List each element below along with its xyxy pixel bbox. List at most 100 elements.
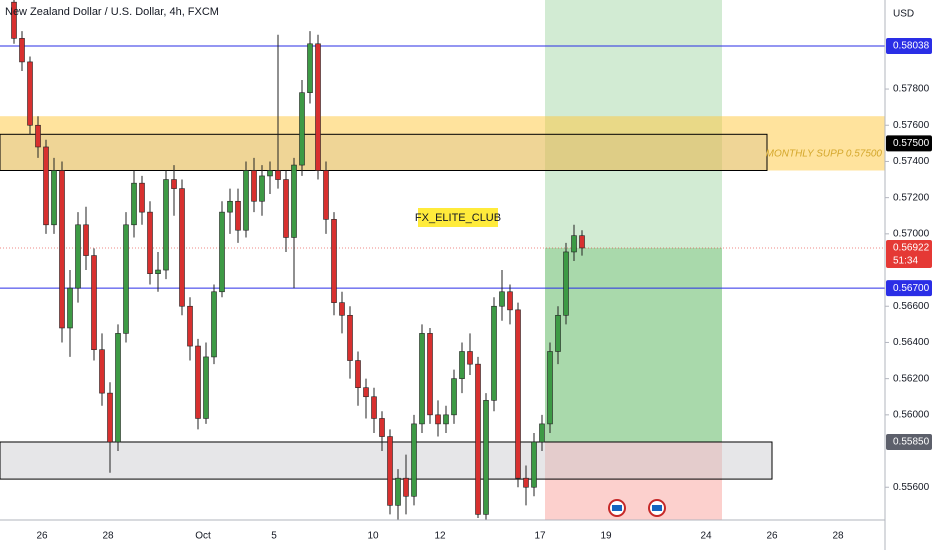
candle-body [243, 170, 249, 231]
candle-body [355, 360, 361, 388]
candle-body [131, 182, 137, 226]
level-label: 0.57500 [893, 138, 930, 149]
candle-body [259, 175, 265, 202]
y-tick-label: 0.57600 [893, 120, 930, 131]
candle-body [235, 200, 241, 231]
candle-body [91, 255, 97, 350]
candle-body [419, 333, 425, 425]
x-tick-label: 28 [102, 531, 114, 542]
x-tick-label: 26 [36, 531, 48, 542]
event-icons [608, 499, 666, 517]
candle-body [459, 351, 465, 379]
candle-body [11, 1, 17, 39]
y-tick-label: 0.56600 [893, 301, 930, 312]
candle-body [331, 219, 337, 303]
countdown: 51:34 [893, 256, 918, 267]
y-tick-label: 0.56200 [893, 373, 930, 384]
x-tick-label: 5 [271, 531, 277, 542]
candle-body [267, 170, 273, 177]
candle-body [43, 146, 49, 226]
candle-body [59, 170, 65, 329]
candle-body [147, 211, 153, 274]
candle-body [547, 351, 553, 425]
level-label-bg [886, 280, 932, 297]
candle-body [363, 387, 369, 398]
candle-body [491, 305, 497, 401]
candle-body [115, 333, 121, 443]
level-label-bg [886, 135, 932, 152]
y-tick-label: 0.57400 [893, 156, 930, 167]
candle-body [187, 305, 193, 347]
candle-body [323, 170, 329, 220]
y-tick-label: 0.56400 [893, 337, 930, 348]
candle-body [155, 269, 161, 274]
candle-body [563, 251, 569, 316]
candle-body [83, 224, 89, 256]
candle-body [579, 235, 585, 249]
candle-body [307, 43, 313, 93]
candle-body [483, 400, 489, 515]
candle-body [379, 418, 385, 437]
x-tick-label: 17 [534, 531, 546, 542]
y-tick-label: 0.56000 [893, 409, 930, 420]
y-tick-label: 0.57200 [893, 192, 930, 203]
candle-body [531, 441, 537, 488]
candle-body [555, 314, 561, 352]
x-tick-label: 24 [700, 531, 712, 542]
flag [652, 505, 662, 511]
candle-body [539, 423, 545, 443]
current-price-bg [886, 239, 932, 268]
y-tick-label: 0.55600 [893, 482, 930, 493]
x-tick-label: 12 [434, 531, 446, 542]
candle-body [51, 170, 57, 226]
candle-body [395, 477, 401, 506]
x-tick-label: 19 [600, 531, 612, 542]
candle-body [467, 351, 473, 365]
zone-annotation: MONTHLY SUPP 0.57500 [766, 149, 883, 160]
candle-body [427, 333, 433, 416]
candle-body [75, 224, 81, 289]
level-label-bg [886, 433, 932, 450]
candle-body [139, 182, 145, 213]
candle-body [107, 392, 113, 443]
candle-body [443, 414, 449, 425]
candle-body [203, 356, 209, 419]
target-zone [545, 0, 722, 442]
x-tick-label: 10 [367, 531, 379, 542]
candle-body [251, 170, 257, 202]
candle-body [403, 477, 409, 497]
y-tick-label: 0.57800 [893, 84, 930, 95]
zone [0, 133, 768, 171]
candle-body [219, 211, 225, 293]
x-tick-label: 26 [766, 531, 778, 542]
candle-body [515, 309, 521, 479]
badge-text: FX_ELITE_CLUB [415, 212, 501, 224]
candle-body [179, 188, 185, 307]
candle-body [475, 363, 481, 515]
candle-body [275, 170, 281, 180]
level-label: 0.55850 [893, 437, 930, 448]
candle-body [291, 164, 297, 238]
candle-body [283, 179, 289, 238]
candle-body [123, 224, 129, 334]
candle-body [315, 43, 321, 171]
candle-body [27, 61, 33, 126]
currency-label: USD [893, 9, 914, 20]
target-progress [545, 247, 722, 442]
candle-body [523, 477, 529, 488]
candle-body [339, 302, 345, 316]
zone [0, 116, 885, 171]
candle-body [451, 378, 457, 416]
candle-body [35, 124, 41, 148]
level-label: 0.56700 [893, 283, 930, 294]
y-tick-label: 0.57000 [893, 228, 930, 239]
candle-body [19, 38, 25, 63]
candle-body [499, 291, 505, 307]
candle-body [571, 235, 577, 253]
annotation-badge [418, 208, 498, 227]
candle-body [411, 423, 417, 497]
candle-body [163, 179, 169, 271]
chart-title: New Zealand Dollar / U.S. Dollar, 4h, FX… [5, 6, 219, 18]
